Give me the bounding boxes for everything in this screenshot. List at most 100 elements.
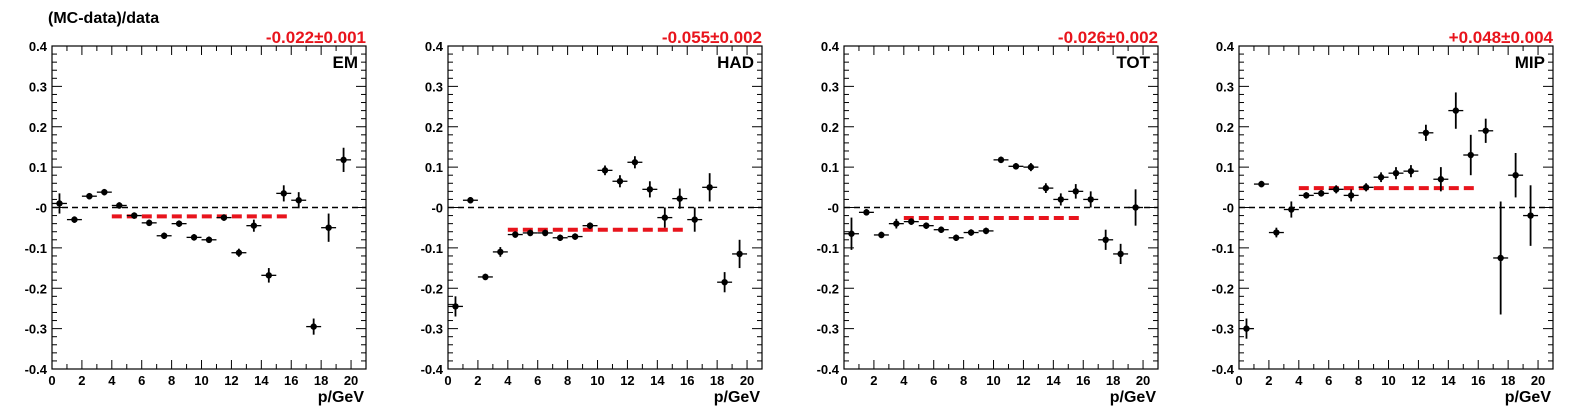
- panel-label: MIP: [1515, 53, 1545, 72]
- data-marker: [631, 159, 639, 166]
- x-tick-label: 0: [840, 373, 847, 388]
- data-marker: [527, 229, 534, 237]
- data-point: [1313, 190, 1329, 197]
- panel-label: TOT: [1116, 53, 1150, 72]
- data-point: [1433, 167, 1449, 192]
- data-point: [111, 202, 127, 209]
- x-tick-label: 0: [444, 373, 451, 388]
- data-marker: [340, 156, 347, 164]
- x-tick-label: 12: [1411, 373, 1425, 388]
- data-marker: [131, 212, 138, 219]
- y-tick-label: 0.4: [821, 39, 840, 54]
- x-tick-label: 4: [504, 373, 512, 388]
- data-point: [1463, 134, 1479, 176]
- data-marker: [952, 234, 960, 241]
- panel-tot: 0 2 4 6 8 10 12 14 16 18 20 -0.4 -0.3 -0.2 -0.1 -0 0.1 0.…: [817, 28, 1159, 406]
- x-tick-label: 14: [1441, 373, 1456, 388]
- plot-frame: [51, 45, 367, 370]
- data-point: [186, 234, 202, 241]
- y-tick-label: -0.2: [421, 281, 443, 296]
- data-marker: [101, 188, 108, 196]
- data-marker: [56, 200, 63, 207]
- data-point: [642, 181, 658, 198]
- data-marker: [265, 272, 273, 279]
- data-point: [903, 218, 919, 225]
- data-marker: [1318, 190, 1325, 197]
- x-tick-label: 8: [960, 373, 967, 388]
- data-point: [321, 213, 337, 242]
- data-marker: [497, 248, 504, 256]
- x-tick-label: 16: [284, 373, 298, 388]
- panel-label: HAD: [717, 53, 754, 72]
- y-tick-label: -0: [431, 201, 443, 216]
- data-point: [1038, 183, 1054, 193]
- data-point: [948, 234, 964, 242]
- x-tick-label: 12: [620, 373, 634, 388]
- data-marker: [1347, 192, 1355, 199]
- y-tick-label: 0.3: [1216, 79, 1234, 94]
- data-point: [582, 222, 598, 229]
- data-marker: [235, 249, 243, 256]
- data-marker: [116, 202, 123, 209]
- data-point: [171, 220, 187, 227]
- data-marker: [1012, 163, 1020, 170]
- panel-had: 0 2 4 6 8 10 12 14 16 18 20 -0.4 -0.3 -0.2 -0.1 -0 0.1 0.…: [421, 28, 763, 406]
- data-marker: [1407, 167, 1415, 175]
- data-point: [537, 229, 553, 237]
- data-marker: [1057, 196, 1065, 203]
- y-tick-label: -0.1: [1212, 241, 1234, 256]
- data-point: [1098, 229, 1114, 250]
- panel-em: 0 2 4 6 8 10 12 14 16 18 20 -0.4 -0.3 -0.2 -0.1 -0 0.1 0.…: [25, 28, 367, 406]
- data-point: [231, 248, 247, 257]
- y-tick-label: -0.4: [25, 362, 48, 377]
- data-point: [261, 268, 277, 283]
- data-marker: [908, 218, 915, 225]
- fit-result-label: +0.048±0.004: [1449, 28, 1554, 47]
- data-marker: [967, 229, 975, 236]
- x-tick-label: 2: [474, 373, 481, 388]
- data-marker: [923, 222, 930, 229]
- x-tick-label: 14: [254, 373, 269, 388]
- x-tick-label: 16: [680, 373, 694, 388]
- data-marker: [1102, 236, 1109, 243]
- data-point: [858, 209, 874, 216]
- fit-result-label: -0.055±0.002: [662, 28, 762, 47]
- y-tick-label: -0.4: [817, 362, 840, 377]
- data-marker: [676, 195, 683, 202]
- data-marker: [616, 178, 624, 185]
- x-tick-label: 10: [1381, 373, 1395, 388]
- fit-result-label: -0.022±0.001: [266, 28, 366, 47]
- data-marker: [280, 190, 287, 197]
- plot-frame: [1238, 45, 1554, 370]
- data-point: [597, 165, 613, 176]
- panel-mip: 0 2 4 6 8 10 12 14 16 18 20 -0.4 -0.3 -0.2 -0.1 -0 0.1 0.…: [1212, 28, 1554, 406]
- data-point: [1068, 184, 1084, 199]
- x-axis-label: p/GeV: [318, 389, 365, 406]
- x-tick-label: 6: [930, 373, 937, 388]
- data-point: [552, 234, 568, 242]
- data-point: [141, 219, 157, 227]
- data-marker: [848, 230, 855, 237]
- y-tick-label: 0.3: [29, 79, 47, 94]
- data-marker: [601, 167, 609, 174]
- data-marker: [571, 233, 579, 240]
- data-marker: [205, 236, 213, 243]
- x-tick-label: 6: [534, 373, 541, 388]
- data-point: [1328, 185, 1344, 194]
- data-point: [81, 192, 97, 200]
- x-axis-label: p/GeV: [1505, 389, 1552, 406]
- x-tick-label: 2: [870, 373, 877, 388]
- y-tick-label: -0.2: [817, 281, 839, 296]
- y-tick-label: -0: [827, 201, 839, 216]
- data-point: [1239, 318, 1254, 339]
- data-marker: [1288, 206, 1295, 213]
- y-tick-label: 0.4: [1216, 39, 1235, 54]
- data-marker: [1273, 229, 1280, 236]
- data-marker: [541, 229, 549, 237]
- data-marker: [1258, 180, 1265, 188]
- data-point: [918, 222, 934, 229]
- x-tick-label: 6: [138, 373, 145, 388]
- data-marker: [1332, 186, 1340, 193]
- data-point: [627, 156, 643, 169]
